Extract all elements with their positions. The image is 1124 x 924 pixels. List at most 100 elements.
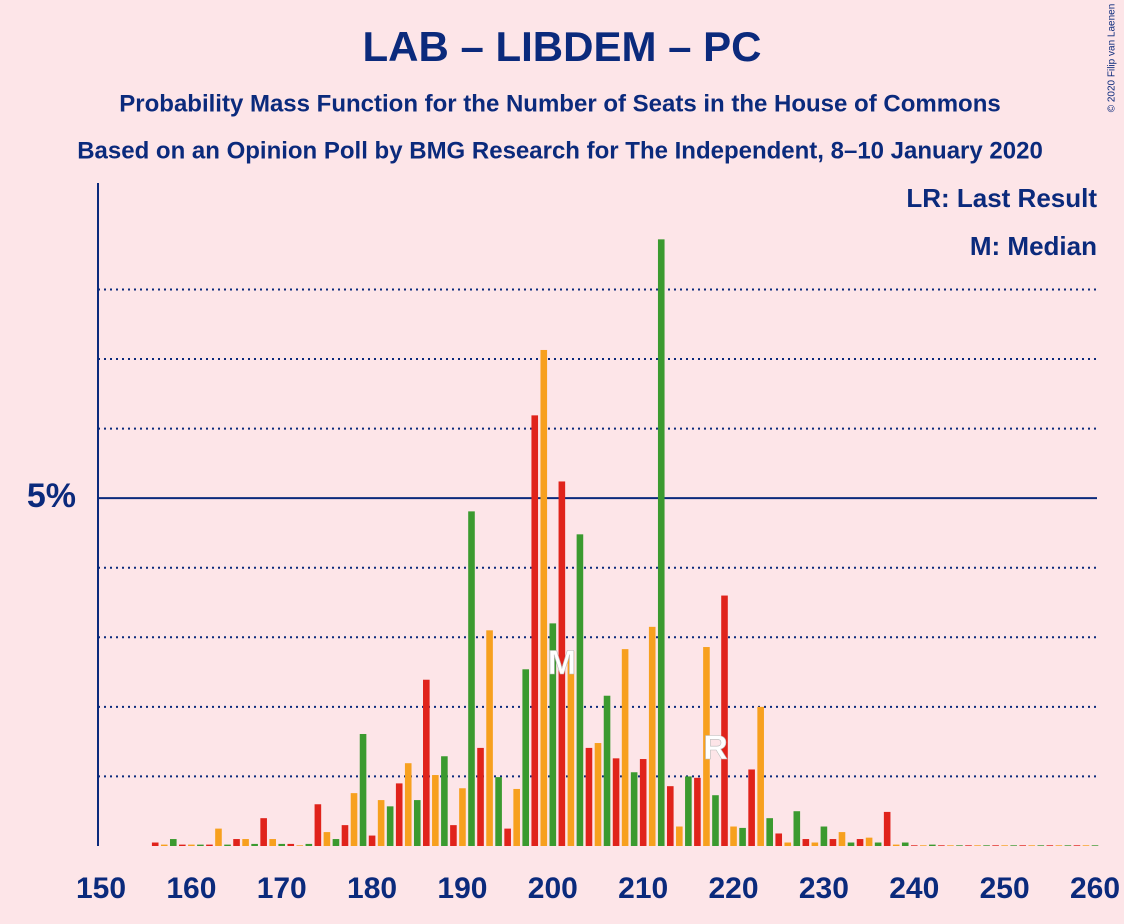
bar [938,845,945,846]
annotation: M [548,644,576,682]
bar [350,793,358,846]
bar [368,835,376,846]
x-tick-label: 170 [257,872,307,905]
bar [314,804,322,846]
bar [269,839,276,846]
bar [666,786,674,846]
bar [730,826,737,846]
bar [1019,845,1027,846]
bar [179,844,186,846]
bar [206,844,213,846]
bar [838,832,846,846]
bar [648,626,656,846]
x-tick-label: 200 [528,872,578,905]
bar [1055,845,1063,846]
bar [215,828,222,846]
bar [359,733,367,846]
bar [486,630,493,846]
bar [685,776,692,846]
bar [242,839,249,846]
bar [224,844,231,846]
bar [929,844,936,846]
bar [459,788,466,846]
bar [332,839,340,846]
x-tick-label: 150 [76,872,126,905]
x-tick-label: 230 [799,872,849,905]
x-tick-label: 210 [618,872,668,905]
bar [739,827,746,846]
chart-title: LAB – LIBDEM – PC [362,23,761,70]
bar [856,839,864,846]
bar [567,651,575,846]
chart-subtitle: Based on an Opinion Poll by BMG Research… [77,137,1043,164]
bar [585,747,593,846]
bar [287,843,295,846]
bar [657,239,665,847]
bar [1091,845,1099,846]
bar [910,845,918,846]
bar [621,649,629,846]
bar [151,842,159,846]
bar [865,837,873,846]
bar [766,818,773,846]
bar [703,647,710,846]
x-tick-label: 180 [347,872,397,905]
legend-entry: M: Median [970,231,1097,261]
bar [549,623,557,846]
bar [495,777,502,846]
bar [576,534,584,846]
bar [974,845,981,846]
bar [558,481,566,846]
bar [639,759,647,846]
bar [450,825,457,846]
bar [802,839,810,846]
bar [883,811,891,846]
bar [377,800,385,846]
bar [260,818,267,846]
bar [477,747,484,846]
bar [1001,845,1008,846]
bar [775,833,783,846]
bar [1037,845,1045,846]
x-tick-label: 190 [437,872,487,905]
x-tick-label: 260 [1070,872,1120,905]
bar [251,843,258,846]
bar [612,758,620,846]
bar [1064,845,1072,846]
bar [757,706,764,846]
bar [1082,845,1090,846]
bar [404,763,412,846]
bar [540,349,548,846]
annotation: R [703,729,728,767]
copyright: © 2020 Filip van Laenen [1107,4,1118,113]
bar [1046,845,1054,846]
bar [992,845,999,846]
bar [901,842,909,846]
bar [413,800,421,846]
bar [1073,845,1081,846]
x-tick-label: 160 [166,872,216,905]
bar [395,783,403,846]
bar [160,844,168,846]
bar [630,772,638,846]
bar [278,843,286,846]
bar [1010,845,1017,846]
bar [956,845,963,846]
x-tick-label: 250 [980,872,1030,905]
bar [594,743,602,846]
bar [188,844,195,846]
bar [847,842,855,846]
bar [386,806,394,846]
bar [784,842,792,846]
bar [793,811,801,846]
bar [341,825,349,846]
bar [603,695,611,846]
bar [820,826,828,846]
bar [811,842,819,846]
bar [305,843,313,846]
x-tick-label: 240 [889,872,939,905]
bar [468,511,475,846]
bar [829,839,837,846]
bar [531,415,539,846]
bar [441,756,448,846]
